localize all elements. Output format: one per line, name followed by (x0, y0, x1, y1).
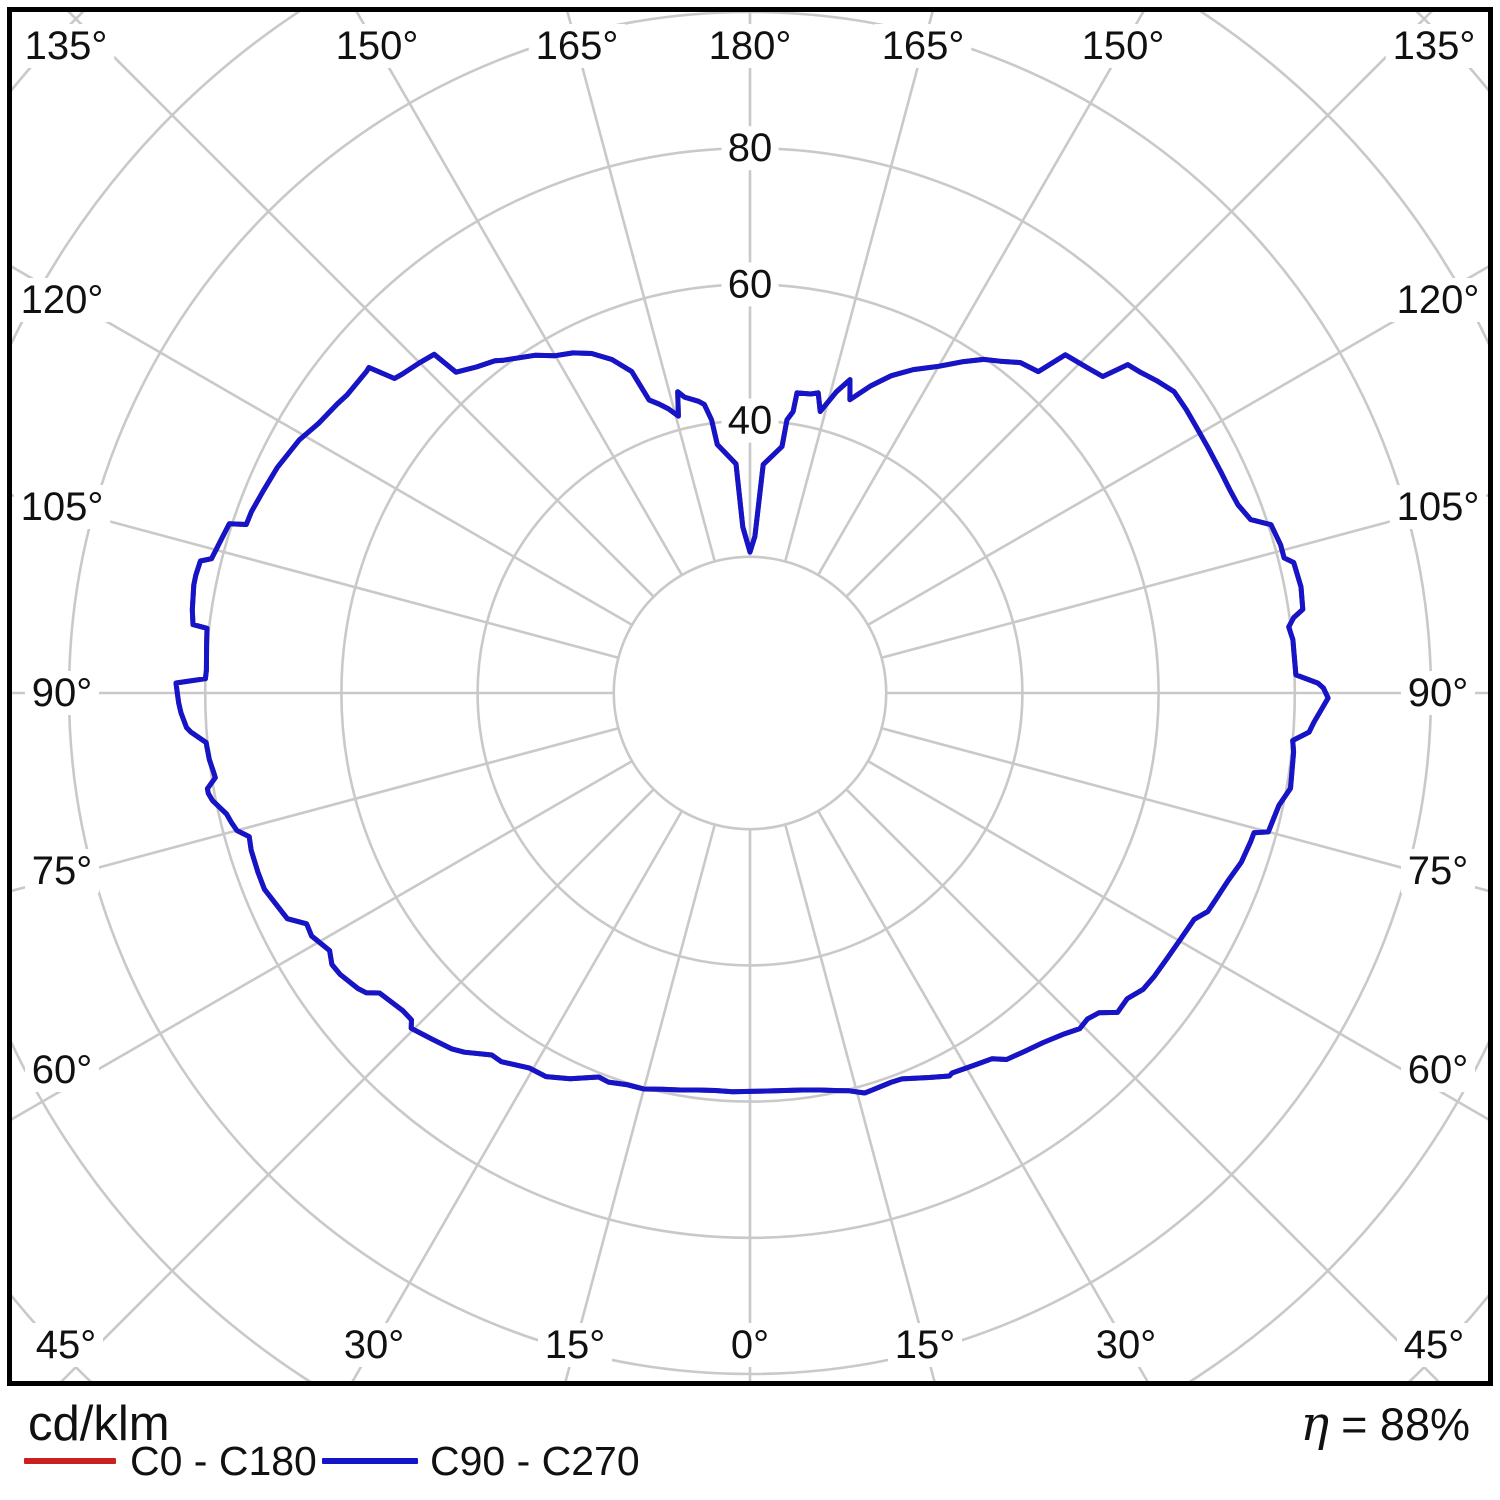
grid-spoke-255 (12, 726, 619, 893)
angle-label-top-150: 150° (1082, 24, 1165, 68)
angle-label-top-165-halo (874, 24, 972, 68)
angle-label-right-90-halo (1401, 671, 1475, 715)
angle-label-left-60: 60° (32, 1048, 93, 1092)
legend-line-c90 (322, 1458, 418, 1464)
angle-label-right-105: 105° (1397, 485, 1480, 529)
angle-label-top-180: 180° (709, 24, 792, 68)
radial-label-80: 80 (728, 126, 773, 170)
angle-label-left-105: 105° (21, 485, 104, 529)
angle-label-top-135: 135° (25, 24, 108, 68)
angle-label-top-180-halo (701, 24, 799, 68)
grid-spoke-150 (816, 810, 1149, 1381)
angle-label-bottom-15: 15° (545, 1323, 606, 1367)
grid-spoke-15 (783, 12, 934, 562)
angle-label-bottom-0: 0° (731, 1323, 769, 1367)
grid-spoke-345 (566, 12, 717, 562)
radial-label-80-halo (721, 126, 779, 171)
angle-label-left-75: 75° (32, 849, 93, 893)
curve-c90-c270 (173, 350, 1331, 1096)
angle-label-bottom-45-halo (29, 1323, 103, 1367)
grid-spoke-300 (12, 265, 633, 627)
chart-frame (7, 7, 1493, 1386)
angle-label-top-150: 150° (336, 24, 419, 68)
angle-label-left-120: 120° (21, 278, 104, 322)
angle-label-bottom-0-halo (724, 1323, 776, 1367)
angle-label-top-150-halo (328, 24, 426, 68)
grid-spoke-195 (564, 824, 717, 1381)
efficiency-label: η = 88% (1300, 1396, 1470, 1452)
angle-label-left-90: 90° (32, 671, 93, 715)
angle-label-top-165-halo (528, 24, 626, 68)
angle-label-left-75-halo (25, 849, 99, 893)
angle-label-top-165: 165° (882, 24, 965, 68)
grid-spoke-105 (881, 726, 1488, 893)
angle-label-bottom-15-halo (538, 1323, 612, 1367)
angle-label-right-90: 90° (1408, 671, 1469, 715)
efficiency-value: = 88% (1341, 1399, 1470, 1450)
angle-label-left-105-halo (13, 485, 111, 529)
angle-label-top-135: 135° (1393, 24, 1476, 68)
grid-circle-20 (612, 555, 888, 831)
angle-label-top-135-halo (17, 24, 115, 68)
angle-label-bottom-45: 45° (1404, 1323, 1465, 1367)
grid-spoke-120 (867, 759, 1488, 1121)
angle-label-right-120-halo (1389, 278, 1487, 322)
angle-label-top-135-halo (1385, 24, 1483, 68)
angle-label-right-75-halo (1401, 849, 1475, 893)
eta-symbol: η (1300, 1396, 1330, 1452)
radial-label-60: 60 (728, 262, 773, 306)
curves (173, 350, 1331, 1096)
grid-spoke-330 (355, 12, 684, 576)
angle-label-bottom-30: 30° (1096, 1323, 1157, 1367)
grid-spoke-60 (867, 265, 1488, 627)
grid-spoke-45 (845, 12, 1433, 598)
angle-label-left-90-halo (25, 671, 99, 715)
angle-label-bottom-15: 15° (895, 1323, 956, 1367)
angle-label-right-105-halo (1389, 485, 1487, 529)
angle-label-top-165: 165° (536, 24, 619, 68)
grid-spoke-210 (351, 810, 684, 1381)
angle-label-bottom-30: 30° (344, 1323, 405, 1367)
grid-spoke-225 (60, 788, 655, 1381)
grid-spoke-315 (67, 12, 655, 598)
grid-spoke-240 (12, 759, 633, 1121)
grid-spoke-165 (783, 824, 936, 1381)
angle-label-bottom-45-halo (1397, 1323, 1471, 1367)
angle-label-bottom-30-halo (1089, 1323, 1163, 1367)
units-label: cd/klm (28, 1397, 170, 1451)
radial-label-40-halo (721, 398, 779, 443)
angle-label-left-120-halo (13, 278, 111, 322)
legend-label-c90: C90 - C270 (430, 1438, 640, 1484)
grid-labels: 135° 150° 165° 180° 165° 150° 135° 120° 120° 105°… (13, 24, 1487, 1367)
angle-label-right-60-halo (1401, 1048, 1475, 1092)
grid-spoke-135 (845, 788, 1440, 1381)
grid-spoke-285 (12, 493, 619, 660)
angle-label-bottom-45: 45° (36, 1323, 97, 1367)
legend-label-c0: C0 - C180 (130, 1438, 317, 1484)
angle-label-right-60: 60° (1408, 1048, 1469, 1092)
angle-label-right-120: 120° (1397, 278, 1480, 322)
radial-label-60-halo (721, 262, 779, 307)
angle-label-left-60-halo (25, 1048, 99, 1092)
radial-label-40: 40 (728, 399, 773, 443)
angle-label-bottom-30-halo (337, 1323, 411, 1367)
angle-label-top-150-halo (1074, 24, 1172, 68)
grid-spoke-30 (816, 12, 1145, 576)
legend-line-c0 (24, 1458, 116, 1464)
grid-spoke-75 (881, 493, 1488, 660)
angle-label-bottom-15-halo (888, 1323, 962, 1367)
angle-label-right-75: 75° (1408, 849, 1469, 893)
